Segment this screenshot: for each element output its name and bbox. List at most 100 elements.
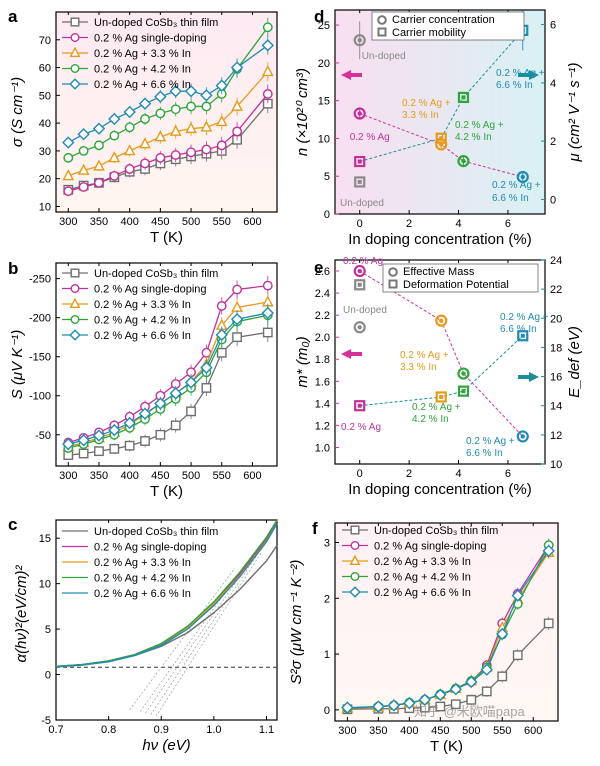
- data-point: [387, 699, 401, 712]
- data-point-square: [354, 400, 366, 412]
- annotation: 0.2 % Ag +: [492, 180, 541, 191]
- data-point: [215, 79, 228, 92]
- annotation: 6.6 % In: [496, 80, 533, 91]
- legend-label: 0.2 % Ag + 6.6 % In: [94, 79, 191, 91]
- legend-label: 0.2 % Ag single-doping: [94, 33, 207, 45]
- series-line-right: [359, 30, 524, 163]
- series-5: [341, 544, 555, 714]
- x-tick-label: 400: [120, 470, 138, 482]
- x-axis-label: In doping concentration (%): [348, 231, 531, 248]
- data-point: [138, 97, 152, 110]
- y-axis-label: α(hν)²(eV/cm)²: [13, 565, 30, 663]
- series-line: [55, 523, 278, 668]
- y-tick-label: 1: [324, 649, 330, 661]
- data-point: [186, 406, 196, 417]
- data-point: [543, 618, 554, 629]
- data-point: [62, 169, 75, 181]
- data-point: [109, 443, 120, 454]
- series-4: [63, 17, 273, 163]
- data-point-core: [357, 111, 362, 116]
- plot-background: [335, 523, 558, 721]
- series-5: [62, 35, 274, 149]
- panel-label: b: [8, 259, 18, 278]
- y-axis-label: S²σ (μW cm⁻¹ K⁻²): [288, 560, 305, 685]
- data-point: [186, 147, 196, 158]
- undoped-core: [357, 325, 362, 330]
- data-point: [435, 701, 446, 712]
- y-tick-label: 40: [39, 118, 51, 130]
- data-point: [231, 99, 243, 111]
- series-1: [63, 322, 273, 460]
- y-tick-label: -150: [29, 352, 51, 364]
- panel-label: f: [312, 519, 318, 538]
- y-tick-label: 10: [39, 201, 51, 213]
- annotation: 6.6 % In: [466, 448, 503, 459]
- x-tick-label: 4: [455, 218, 461, 230]
- data-point: [124, 164, 135, 174]
- data-point: [341, 701, 354, 714]
- data-point-core: [357, 403, 362, 408]
- y2-tick-label: 2: [550, 136, 556, 148]
- legend-label: 0.2 % Ag single-doping: [94, 284, 207, 296]
- legend-label: 0.2 % Ag + 4.2 % In: [94, 573, 191, 585]
- y2-tick-label: 22: [550, 284, 562, 296]
- data-point: [372, 700, 385, 713]
- y-tick-label: 15: [318, 96, 330, 108]
- data-point: [262, 280, 273, 291]
- y-tick-label: 1.4: [315, 398, 330, 410]
- data-point-square: [457, 91, 470, 104]
- undoped-core: [357, 282, 362, 287]
- data-point: [434, 688, 447, 701]
- annotation: 0.2 % Ag +: [496, 68, 545, 79]
- data-point: [200, 89, 213, 102]
- legend-label: 0.2 % Ag + 6.6 % In: [94, 588, 191, 600]
- x-tick-label: 600: [524, 725, 542, 737]
- y-tick-label: 25: [318, 20, 330, 32]
- x-axis-label: T (K): [150, 229, 183, 246]
- data-point: [63, 152, 74, 163]
- data-point-square: [457, 385, 470, 397]
- y-axis-label: S (μV K⁻¹): [9, 330, 26, 399]
- plot-frame: [334, 259, 546, 465]
- y2-tick-label: 4: [550, 78, 556, 90]
- data-point: [418, 693, 432, 706]
- series-2: [63, 84, 273, 197]
- annotation: 4.2 % In: [412, 414, 449, 425]
- y-tick-label: 1.8: [315, 354, 330, 366]
- tangent-line: [155, 552, 262, 717]
- annotation: Un-doped: [340, 198, 384, 209]
- x-tick-label: 500: [462, 725, 480, 737]
- legend-label: 0.2 % Ag single-doping: [374, 541, 487, 553]
- data-point: [261, 306, 274, 320]
- panel-a: 300 350 400 450 500 550 600 10 20 30 40 50 60 70 a T (K…: [8, 7, 278, 246]
- y2-tick-label: 10: [550, 459, 562, 471]
- y2-tick-label: 0: [550, 194, 556, 206]
- y-tick-label: 0: [45, 670, 51, 682]
- legend-label: Carrier concentration: [392, 14, 495, 26]
- data-point-core: [520, 174, 525, 180]
- undoped-circle: [353, 321, 366, 334]
- data-point: [201, 144, 212, 155]
- data-point: [465, 675, 478, 689]
- x-axis-label: T (K): [430, 738, 463, 755]
- x-tick-label: 400: [120, 216, 138, 228]
- x-tick-label: 600: [243, 216, 261, 228]
- data-point-square: [435, 132, 447, 144]
- data-point: [78, 182, 89, 192]
- data-point: [109, 170, 120, 181]
- data-point-core: [461, 371, 466, 376]
- data-point-square: [435, 391, 447, 403]
- y-tick-label: 60: [39, 63, 51, 75]
- y-tick-label: 30: [39, 146, 51, 158]
- y-tick-label: 1.2: [315, 420, 330, 432]
- data-point: [216, 347, 227, 358]
- data-point-core: [357, 159, 362, 164]
- data-point-core: [461, 158, 466, 164]
- legend-marker: [69, 46, 81, 57]
- legend-marker: [70, 315, 80, 325]
- data-point-core: [520, 333, 525, 338]
- y-tick-label: 2.2: [315, 310, 330, 322]
- data-point: [261, 39, 274, 52]
- data-point: [185, 121, 197, 134]
- data-point: [232, 332, 242, 343]
